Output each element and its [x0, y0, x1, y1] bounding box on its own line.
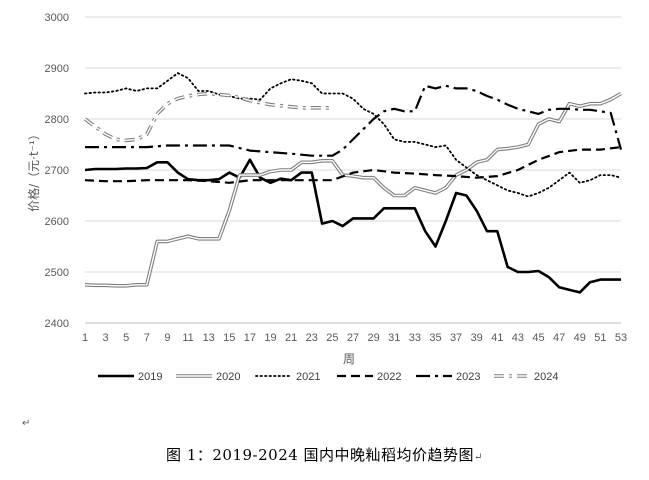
series-line-2022: [84, 146, 622, 184]
series-2023: [85, 84, 623, 157]
caption-text: 图 1：2019-2024 国内中晚籼稻均价趋势图: [166, 446, 475, 464]
x-tick-label: 9: [164, 332, 170, 344]
series-2021: [84, 72, 622, 198]
x-tick-label: 3: [103, 332, 109, 344]
x-tick-label: 17: [244, 332, 256, 344]
series-line-2021: [84, 72, 622, 198]
x-tick-label: 27: [347, 332, 359, 344]
x-tick-label: 7: [144, 332, 150, 344]
x-tick-label: 37: [450, 332, 462, 344]
series-2019: [84, 158, 621, 294]
x-tick-label: 51: [594, 332, 606, 344]
x-tick-label: 13: [203, 332, 215, 344]
legend-item-2020: 2020: [176, 371, 240, 383]
y-tick-label: 2800: [45, 114, 69, 126]
x-tick-label: 19: [264, 332, 276, 344]
series-line-2024-inner: [84, 92, 333, 142]
x-tick-label: 5: [123, 332, 129, 344]
legend: 2019 2020 2021 2022 2023 2024: [98, 371, 558, 383]
x-tick-label: 39: [471, 332, 483, 344]
x-tick-label: 15: [223, 332, 235, 344]
caption-return-mark: ↵: [474, 452, 483, 463]
x-tick-label: 11: [182, 332, 193, 344]
series-line-2023: [85, 84, 623, 157]
legend-label: 2022: [377, 371, 401, 383]
y-tick-label: 2600: [45, 216, 69, 228]
series-line-2019: [84, 158, 621, 294]
series-lines: [83, 72, 623, 294]
legend-item-2022: 2022: [337, 371, 401, 383]
x-tick-label: 41: [491, 332, 503, 344]
x-tick-label: 1: [82, 332, 88, 344]
y-tick-label: 3000: [45, 12, 69, 24]
y-axis-label: 价格/（元·t⁻¹）: [26, 128, 41, 212]
legend-item-2021: 2021: [255, 371, 320, 383]
y-tick-label: 2700: [45, 165, 69, 177]
x-tick-label: 49: [574, 332, 586, 344]
series-2022: [84, 146, 622, 184]
series-2024: [83, 91, 333, 143]
y-tick-label: 2500: [45, 267, 69, 279]
legend-label: 2019: [138, 371, 162, 383]
legend-label: 2024: [534, 371, 558, 383]
x-tick-labels: 1 3 5 7 9 11 13 15 17 19 21 23 25 27 29 31 33 35 37 39 41 43 4…: [82, 332, 627, 344]
x-tick-label: 47: [553, 332, 565, 344]
x-tick-label: 29: [367, 332, 379, 344]
figure-caption: 图 1：2019-2024 国内中晚籼稻均价趋势图↵: [0, 444, 649, 465]
series-2020: [84, 91, 622, 288]
legend-item-2024: 2024: [494, 371, 558, 383]
x-tick-label: 21: [285, 332, 297, 344]
y-tick-label: 2400: [45, 318, 69, 330]
paragraph-mark: ↵: [22, 418, 31, 429]
y-tick-label: 2900: [45, 63, 69, 75]
series-line-2024: [83, 91, 333, 143]
x-tick-label: 23: [306, 332, 318, 344]
legend-label: 2020: [216, 371, 240, 383]
x-tick-label: 45: [532, 332, 544, 344]
legend-label: 2023: [456, 371, 480, 383]
series-line-2020-inner: [84, 92, 622, 287]
gridlines: [85, 16, 621, 324]
x-tick-label: 53: [615, 332, 627, 344]
legend-label: 2021: [296, 371, 320, 383]
x-axis-label: 周: [343, 352, 355, 366]
legend-item-2023: 2023: [416, 371, 480, 383]
y-tick-labels: 2400 2500 2600 2700 2800 2900 3000: [45, 12, 69, 330]
legend-item-2019: 2019: [98, 371, 162, 383]
x-tick-label: 35: [429, 332, 441, 344]
x-tick-label: 25: [326, 332, 338, 344]
x-tick-label: 33: [409, 332, 421, 344]
x-tick-label: 31: [388, 332, 400, 344]
x-tick-label: 43: [512, 332, 524, 344]
